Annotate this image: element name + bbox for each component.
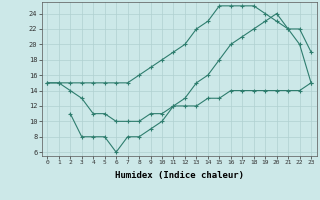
X-axis label: Humidex (Indice chaleur): Humidex (Indice chaleur): [115, 171, 244, 180]
